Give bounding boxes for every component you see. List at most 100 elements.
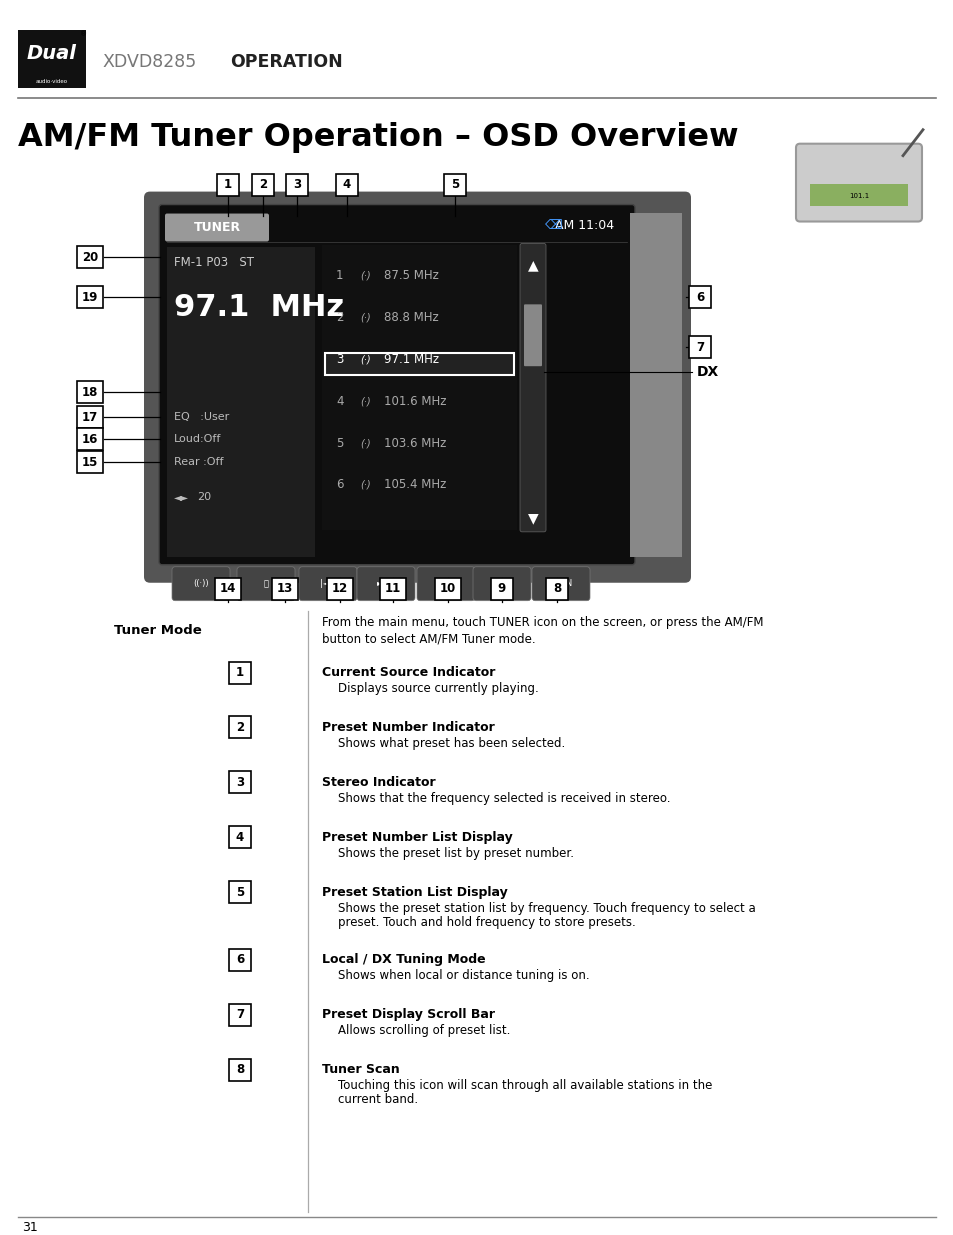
Text: |◄◄: |◄◄ bbox=[319, 579, 335, 588]
Text: SCAN: SCAN bbox=[549, 579, 572, 588]
FancyBboxPatch shape bbox=[236, 567, 294, 600]
Bar bbox=[77, 287, 103, 309]
Bar bbox=[77, 247, 103, 268]
Bar bbox=[229, 662, 251, 683]
Text: 5: 5 bbox=[235, 885, 244, 899]
Text: 4: 4 bbox=[235, 831, 244, 844]
Text: button to select AM/FM Tuner mode.: button to select AM/FM Tuner mode. bbox=[322, 632, 535, 645]
Bar bbox=[435, 578, 460, 600]
Text: 88.8 MHz: 88.8 MHz bbox=[384, 311, 438, 324]
Text: 6: 6 bbox=[335, 478, 343, 492]
Text: 13: 13 bbox=[276, 582, 293, 595]
Bar bbox=[252, 174, 274, 195]
Text: 9: 9 bbox=[497, 582, 506, 595]
Text: Shows the preset station list by frequency. Touch frequency to select a: Shows the preset station list by frequen… bbox=[337, 902, 755, 915]
Bar bbox=[229, 881, 251, 903]
Text: 1: 1 bbox=[235, 666, 244, 679]
Text: 3: 3 bbox=[235, 776, 244, 789]
Text: 19: 19 bbox=[82, 291, 98, 304]
Bar bbox=[335, 174, 357, 195]
Text: 17: 17 bbox=[82, 410, 98, 424]
Bar bbox=[629, 212, 681, 557]
Text: (·): (·) bbox=[359, 396, 370, 406]
Text: Preset Display Scroll Bar: Preset Display Scroll Bar bbox=[322, 1008, 495, 1021]
Text: 11: 11 bbox=[384, 582, 400, 595]
Bar bbox=[325, 353, 514, 375]
Text: DX: DX bbox=[697, 366, 719, 379]
Text: 3: 3 bbox=[335, 353, 343, 366]
Text: audio·video: audio·video bbox=[36, 79, 68, 84]
FancyBboxPatch shape bbox=[144, 191, 690, 583]
Text: 16: 16 bbox=[82, 432, 98, 446]
Bar bbox=[327, 578, 353, 600]
Bar bbox=[688, 287, 710, 309]
Bar bbox=[229, 826, 251, 848]
Text: Local / DX Tuning Mode: Local / DX Tuning Mode bbox=[322, 953, 485, 967]
Text: Allows scrolling of preset list.: Allows scrolling of preset list. bbox=[337, 1024, 510, 1037]
Bar bbox=[77, 406, 103, 429]
Bar bbox=[216, 174, 239, 195]
Bar bbox=[286, 174, 308, 195]
Bar bbox=[229, 1058, 251, 1081]
Text: Rear :Off: Rear :Off bbox=[173, 457, 223, 467]
Text: 97.1  MHz: 97.1 MHz bbox=[173, 293, 344, 322]
Text: OPERATION: OPERATION bbox=[230, 53, 342, 70]
Text: 31: 31 bbox=[22, 1221, 38, 1234]
Text: ▼: ▼ bbox=[527, 511, 537, 525]
Bar bbox=[443, 174, 465, 195]
Text: 14: 14 bbox=[219, 582, 236, 595]
Text: TUNER: TUNER bbox=[193, 221, 240, 233]
Text: 101.6 MHz: 101.6 MHz bbox=[384, 395, 446, 408]
Text: 4: 4 bbox=[335, 395, 343, 408]
Text: 10: 10 bbox=[439, 582, 456, 595]
Text: AM 11:04: AM 11:04 bbox=[555, 219, 614, 232]
Text: 8: 8 bbox=[553, 582, 560, 595]
Text: (·): (·) bbox=[359, 312, 370, 322]
Text: 8: 8 bbox=[235, 1063, 244, 1076]
Text: ► ►: ► ► bbox=[494, 579, 509, 588]
Bar bbox=[229, 1004, 251, 1026]
FancyBboxPatch shape bbox=[473, 567, 531, 600]
Text: current band.: current band. bbox=[337, 1093, 417, 1107]
FancyBboxPatch shape bbox=[795, 143, 921, 221]
FancyBboxPatch shape bbox=[532, 567, 589, 600]
FancyBboxPatch shape bbox=[356, 567, 415, 600]
Bar bbox=[77, 429, 103, 450]
Text: 1: 1 bbox=[335, 269, 343, 282]
Text: Shows the preset list by preset number.: Shows the preset list by preset number. bbox=[337, 847, 574, 860]
Text: Preset Station List Display: Preset Station List Display bbox=[322, 885, 507, 899]
Text: preset. Touch and hold frequency to store presets.: preset. Touch and hold frequency to stor… bbox=[337, 915, 635, 929]
FancyBboxPatch shape bbox=[172, 567, 230, 600]
Text: (·): (·) bbox=[359, 354, 370, 364]
Bar bbox=[272, 578, 297, 600]
Text: XDVD8285: XDVD8285 bbox=[102, 53, 196, 70]
Text: ((·)): ((·)) bbox=[193, 579, 209, 588]
Text: 4: 4 bbox=[342, 178, 351, 191]
Text: ◄◄: ◄◄ bbox=[439, 579, 452, 588]
Bar bbox=[77, 451, 103, 473]
Text: 101.1: 101.1 bbox=[848, 193, 868, 199]
Text: (·): (·) bbox=[359, 438, 370, 448]
Bar bbox=[545, 578, 567, 600]
Text: Shows when local or distance tuning is on.: Shows when local or distance tuning is o… bbox=[337, 969, 589, 982]
Bar bbox=[229, 948, 251, 971]
Text: ®: ® bbox=[80, 31, 88, 37]
Text: 105.4 MHz: 105.4 MHz bbox=[384, 478, 446, 492]
Text: Tuner Mode: Tuner Mode bbox=[114, 624, 202, 637]
FancyBboxPatch shape bbox=[165, 214, 269, 242]
Text: 103.6 MHz: 103.6 MHz bbox=[384, 436, 446, 450]
Bar bbox=[322, 246, 517, 530]
Text: 87.5 MHz: 87.5 MHz bbox=[384, 269, 438, 282]
Text: 2: 2 bbox=[335, 311, 343, 324]
Text: AM/FM Tuner Operation – OSD Overview: AM/FM Tuner Operation – OSD Overview bbox=[18, 122, 738, 153]
Text: (·): (·) bbox=[359, 480, 370, 490]
Text: Touching this icon will scan through all available stations in the: Touching this icon will scan through all… bbox=[337, 1079, 712, 1092]
Text: (·): (·) bbox=[359, 270, 370, 280]
Text: Displays source currently playing.: Displays source currently playing. bbox=[337, 682, 538, 695]
FancyBboxPatch shape bbox=[416, 567, 475, 600]
Text: ⚿: ⚿ bbox=[263, 579, 268, 588]
Text: Shows that the frequency selected is received in stereo.: Shows that the frequency selected is rec… bbox=[337, 792, 670, 805]
Bar bbox=[229, 716, 251, 739]
Text: 5: 5 bbox=[451, 178, 458, 191]
Text: Preset Number Indicator: Preset Number Indicator bbox=[322, 721, 495, 734]
